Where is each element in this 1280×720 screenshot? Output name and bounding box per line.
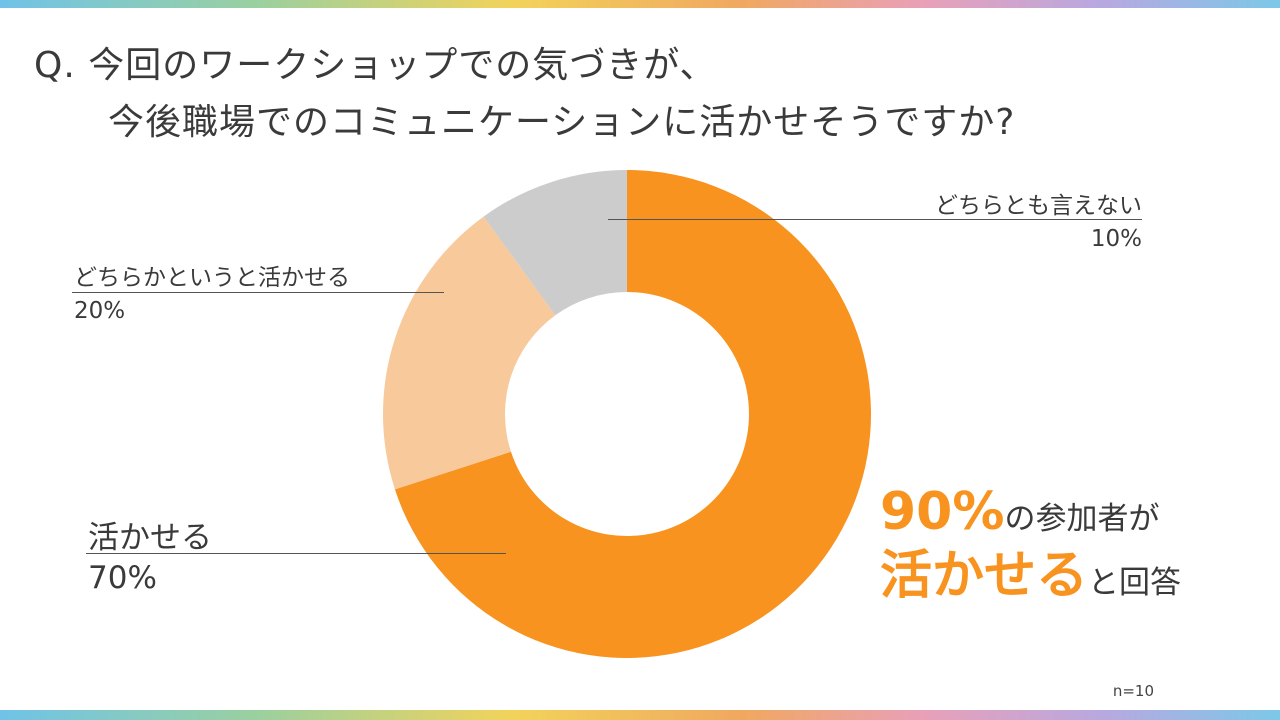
question-line-2: 今後職場でのコミュニケーションに活かせそうですか? xyxy=(108,102,1016,143)
leader-line-somewhat xyxy=(72,292,444,293)
bottom-color-stripe xyxy=(0,710,1280,720)
callout-highlight: 活かせる xyxy=(880,546,1089,606)
result-callout: 90%の参加者が 活かせると回答 xyxy=(880,486,1181,602)
label-neutral: どちらとも言えない xyxy=(935,193,1142,219)
label-somewhat: どちらかというと活かせる xyxy=(74,265,350,291)
question-line-1: Q. 今回のワークショップでの気づきが、 xyxy=(34,45,717,86)
callout-text-2: と回答 xyxy=(1088,565,1182,601)
leader-line-yes xyxy=(86,553,506,554)
percent-somewhat: 20% xyxy=(74,298,126,324)
percent-neutral: 10% xyxy=(1090,226,1142,252)
top-color-stripe xyxy=(0,0,1280,8)
callout-text-1: の参加者が xyxy=(1004,501,1160,537)
sample-size-note: n=10 xyxy=(1112,682,1154,700)
leader-line-neutral xyxy=(608,219,1142,220)
slice-somewhat xyxy=(382,216,556,490)
slice-yes xyxy=(394,170,871,658)
callout-percent: 90% xyxy=(880,482,1005,542)
label-yes: 活かせる xyxy=(88,520,212,556)
slice-neutral xyxy=(483,170,627,316)
percent-yes: 70% xyxy=(88,560,157,596)
